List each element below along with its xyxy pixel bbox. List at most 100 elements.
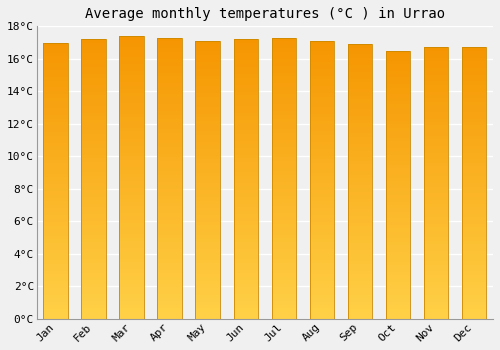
- Bar: [386, 265, 410, 268]
- Bar: [82, 165, 106, 169]
- Bar: [310, 124, 334, 128]
- Bar: [424, 119, 448, 122]
- Bar: [196, 312, 220, 315]
- Bar: [234, 186, 258, 190]
- Bar: [310, 315, 334, 319]
- Bar: [120, 255, 144, 259]
- Bar: [348, 285, 372, 288]
- Bar: [272, 256, 296, 259]
- Bar: [462, 281, 486, 285]
- Bar: [82, 176, 106, 179]
- Bar: [462, 309, 486, 312]
- Bar: [234, 204, 258, 207]
- Bar: [120, 114, 144, 117]
- Bar: [310, 270, 334, 274]
- Bar: [272, 66, 296, 69]
- Bar: [348, 48, 372, 51]
- Bar: [196, 281, 220, 284]
- Bar: [120, 71, 144, 75]
- Bar: [310, 117, 334, 121]
- Bar: [386, 225, 410, 228]
- Bar: [424, 58, 448, 61]
- Bar: [44, 105, 68, 108]
- Bar: [120, 156, 144, 160]
- Bar: [272, 38, 296, 319]
- Bar: [196, 145, 220, 149]
- Bar: [234, 81, 258, 85]
- Bar: [424, 258, 448, 261]
- Bar: [234, 228, 258, 231]
- Bar: [82, 162, 106, 165]
- Bar: [348, 58, 372, 61]
- Bar: [310, 263, 334, 267]
- Bar: [234, 64, 258, 67]
- Bar: [272, 291, 296, 294]
- Bar: [196, 176, 220, 180]
- Bar: [234, 312, 258, 315]
- Bar: [310, 308, 334, 312]
- Bar: [158, 38, 182, 319]
- Bar: [348, 315, 372, 319]
- Bar: [44, 191, 68, 195]
- Bar: [310, 76, 334, 79]
- Bar: [310, 260, 334, 263]
- Bar: [120, 202, 144, 206]
- Bar: [386, 255, 410, 259]
- Bar: [120, 139, 144, 142]
- Bar: [272, 143, 296, 147]
- Bar: [120, 213, 144, 216]
- Bar: [158, 308, 182, 312]
- Bar: [158, 315, 182, 319]
- Bar: [196, 107, 220, 110]
- Bar: [120, 47, 144, 50]
- Bar: [310, 169, 334, 173]
- Bar: [424, 129, 448, 132]
- Bar: [462, 200, 486, 203]
- Bar: [120, 153, 144, 156]
- Bar: [386, 51, 410, 319]
- Bar: [158, 136, 182, 140]
- Bar: [158, 143, 182, 147]
- Bar: [120, 262, 144, 266]
- Bar: [348, 195, 372, 199]
- Bar: [82, 266, 106, 270]
- Bar: [44, 202, 68, 205]
- Bar: [44, 195, 68, 198]
- Bar: [424, 315, 448, 319]
- Bar: [272, 119, 296, 122]
- Bar: [158, 241, 182, 245]
- Bar: [234, 211, 258, 214]
- Bar: [462, 132, 486, 136]
- Bar: [386, 172, 410, 175]
- Bar: [120, 298, 144, 301]
- Bar: [158, 220, 182, 224]
- Bar: [386, 312, 410, 316]
- Bar: [424, 125, 448, 129]
- Bar: [196, 208, 220, 211]
- Bar: [424, 193, 448, 197]
- Bar: [196, 239, 220, 243]
- Bar: [424, 146, 448, 149]
- Bar: [272, 41, 296, 45]
- Bar: [82, 259, 106, 263]
- Bar: [348, 185, 372, 188]
- Bar: [158, 76, 182, 80]
- Bar: [120, 315, 144, 319]
- Bar: [44, 205, 68, 208]
- Bar: [272, 171, 296, 175]
- Bar: [310, 197, 334, 201]
- Bar: [120, 305, 144, 308]
- Bar: [386, 185, 410, 188]
- Bar: [272, 277, 296, 280]
- Bar: [424, 71, 448, 75]
- Bar: [462, 75, 486, 78]
- Bar: [234, 46, 258, 50]
- Bar: [272, 38, 296, 41]
- Bar: [196, 69, 220, 72]
- Bar: [462, 251, 486, 254]
- Bar: [158, 284, 182, 287]
- Bar: [424, 95, 448, 98]
- Bar: [44, 215, 68, 219]
- Bar: [348, 292, 372, 295]
- Bar: [44, 271, 68, 274]
